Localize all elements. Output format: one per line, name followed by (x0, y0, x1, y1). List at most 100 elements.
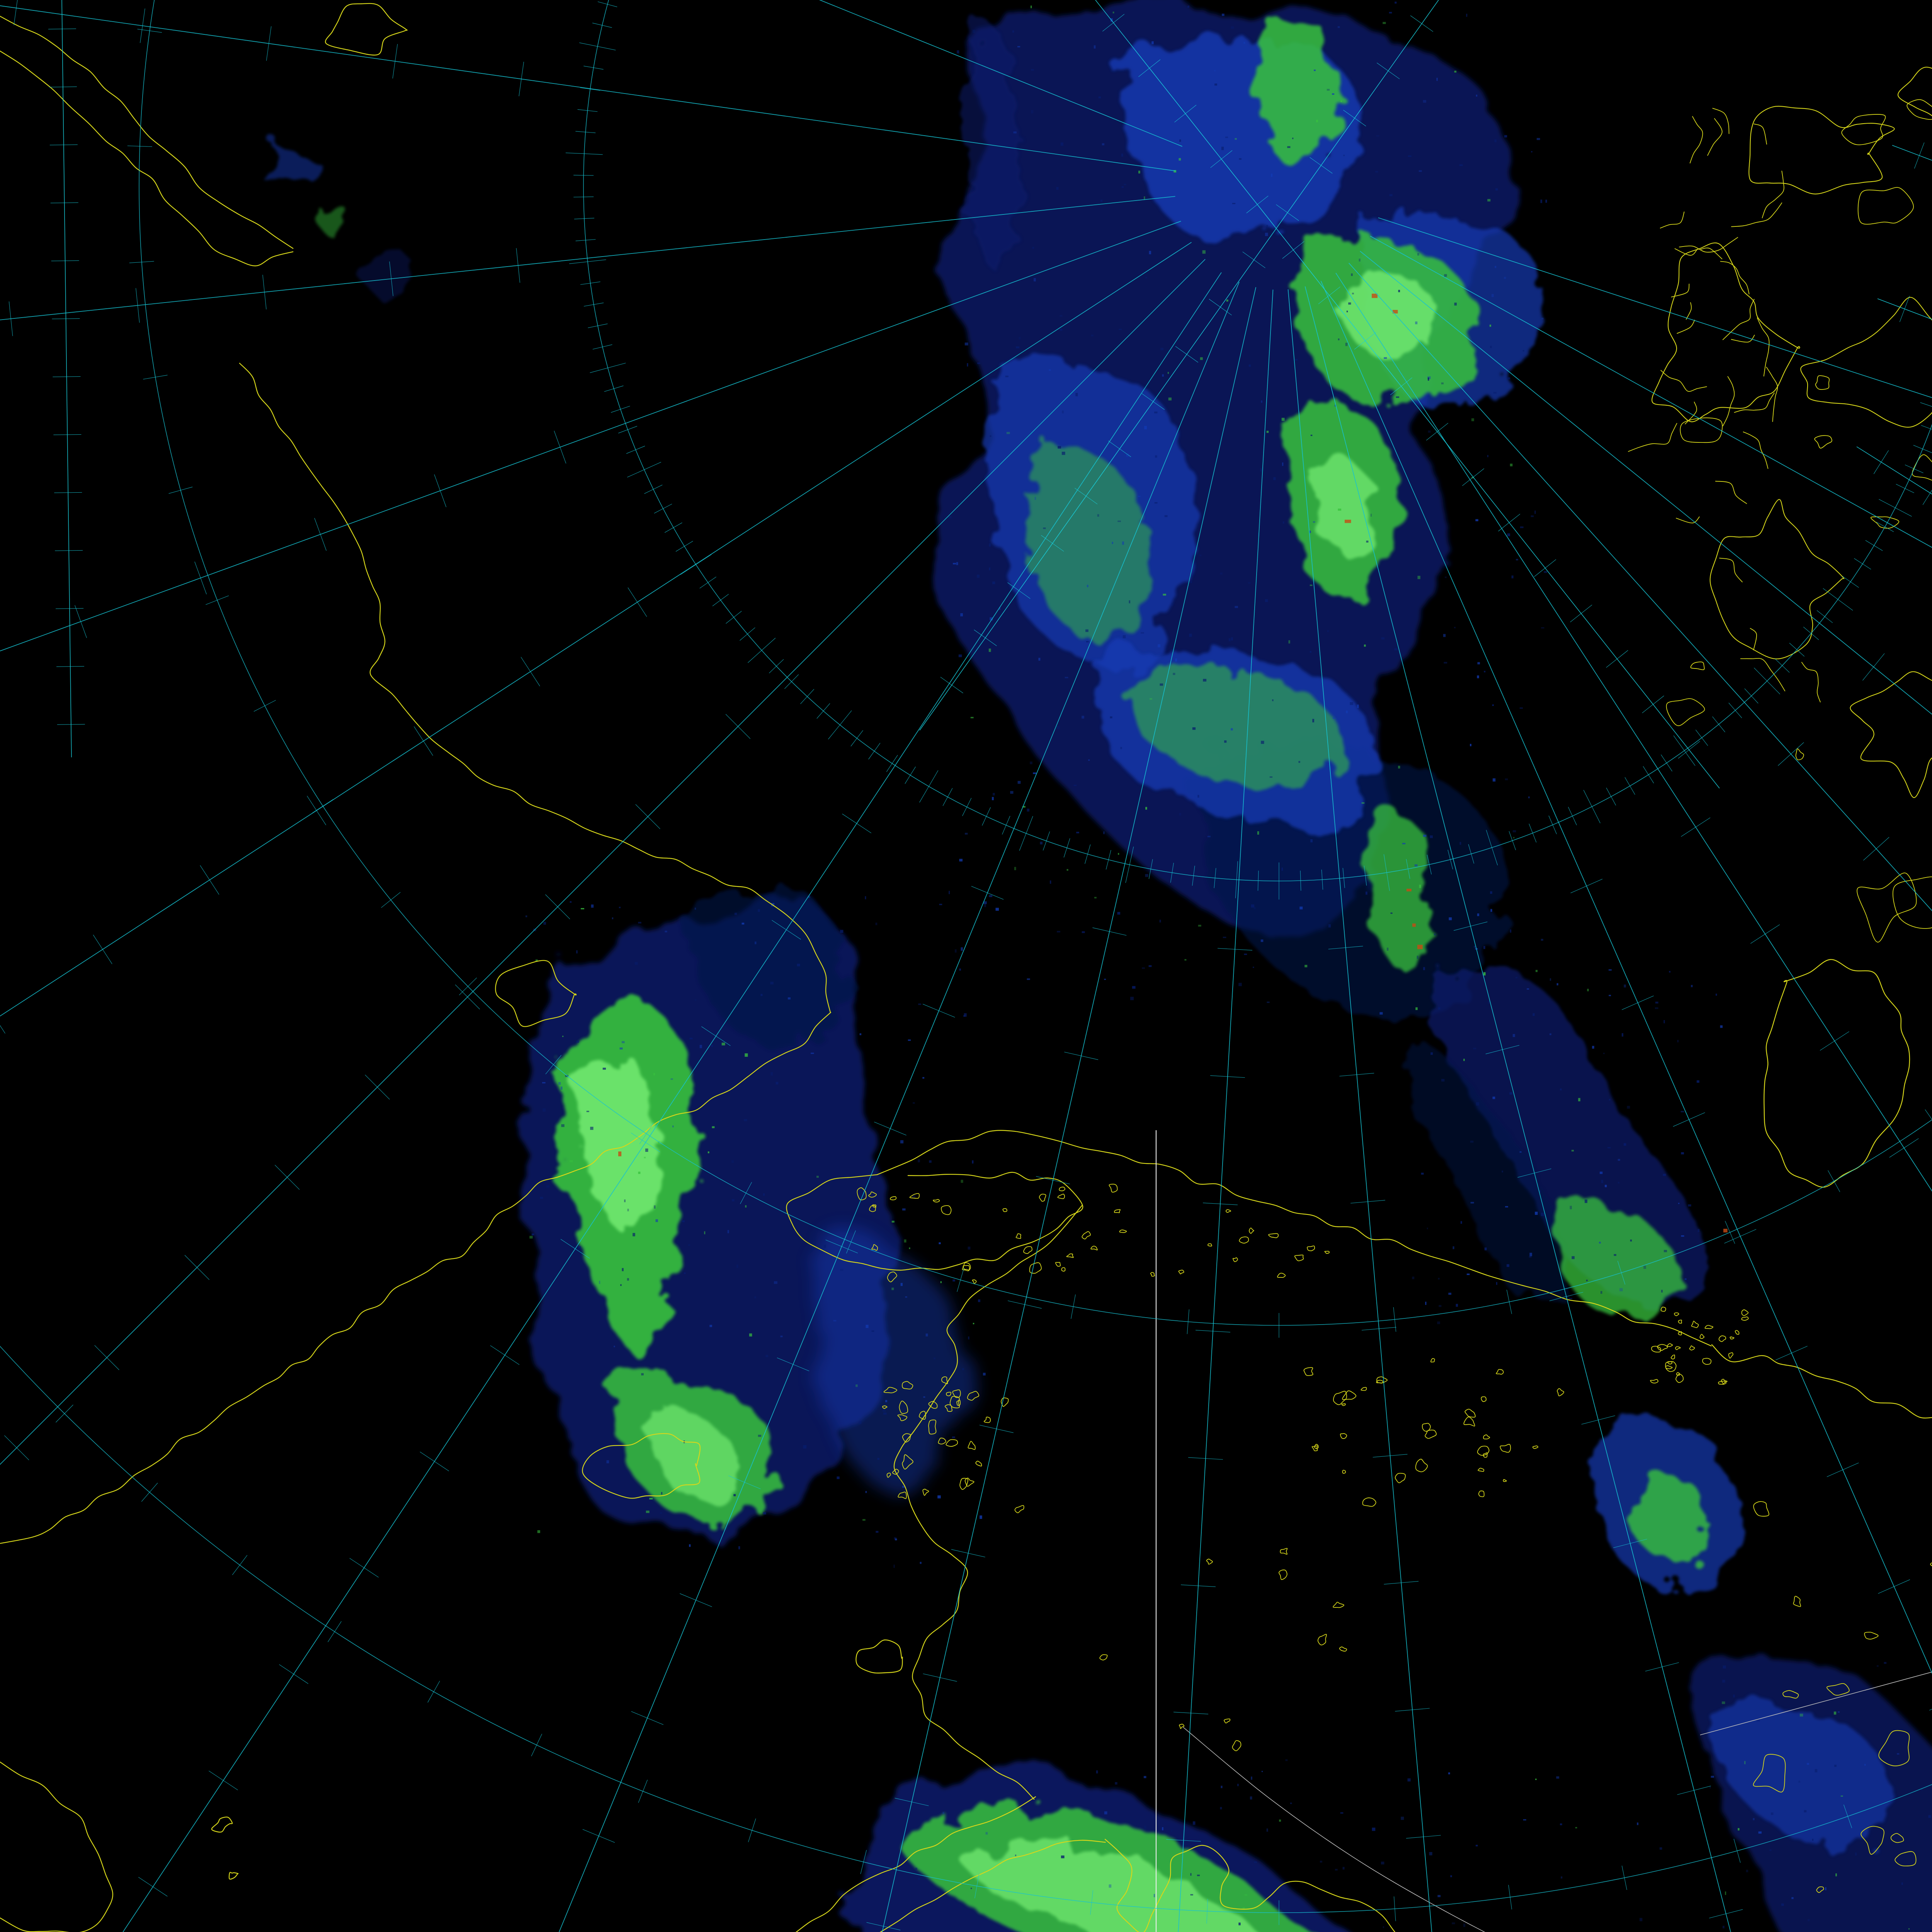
so2-hot-speck (1412, 923, 1416, 927)
so2-noise-speck (1568, 1298, 1572, 1299)
so2-noise-speck (1203, 679, 1207, 682)
arctic-island-outline (1912, 454, 1932, 481)
track-tick (1246, 196, 1269, 213)
parallel-tick (1206, 1899, 1208, 1924)
so2-noise-speck (1711, 1776, 1714, 1778)
so2-noise-speck (1600, 1291, 1602, 1294)
so2-noise-speck (999, 607, 1000, 610)
so2-noise-speck (1460, 1221, 1462, 1224)
meridian-tick (349, 1558, 379, 1578)
parallel-tick (1905, 464, 1923, 473)
coastline-path (495, 960, 577, 1027)
so2-noise-speck (973, 1323, 975, 1325)
fjord-stroke (1757, 317, 1770, 377)
arctic-island-outline (1690, 662, 1705, 670)
lake-outline (1665, 1361, 1677, 1372)
so2-noise-speck (1207, 835, 1211, 837)
so2-noise-speck (895, 1538, 897, 1541)
lake-outline (1099, 1654, 1108, 1660)
so2-noise-speck (1504, 135, 1507, 138)
so2-noise-speck (1791, 1897, 1794, 1899)
fjord-stroke (1762, 170, 1784, 218)
lake-outline (946, 1439, 958, 1447)
arctic-island-outline (1795, 748, 1804, 760)
so2-noise-speck (929, 1160, 932, 1163)
track-tick (51, 260, 79, 261)
coastline-path (0, 1012, 832, 1544)
parallel-tick (1394, 1896, 1396, 1921)
lake-outline (1109, 1184, 1118, 1193)
so2-noise-speck (1452, 1246, 1454, 1249)
so2-swath-blob (1025, 441, 1147, 639)
so2-swath-blob (653, 1405, 735, 1497)
parallel-tick (545, 1055, 562, 1075)
so2-noise-speck (1060, 328, 1063, 331)
so2-noise-speck (877, 1458, 879, 1460)
so2-noise-speck (1855, 1852, 1857, 1856)
so2-noise-speck (1118, 853, 1119, 855)
so2-noise-speck (1901, 1882, 1903, 1885)
so2-noise-speck (1022, 806, 1026, 808)
so2-noise-speck (780, 1335, 783, 1337)
so2-noise-speck (1102, 143, 1105, 146)
so2-noise-speck (1770, 1812, 1774, 1815)
lake-outline (1481, 1396, 1487, 1402)
lake-outline (1425, 1430, 1437, 1439)
so2-noise-speck (1394, 648, 1398, 651)
so2-noise-speck (1417, 253, 1419, 256)
lake-outline (1660, 1306, 1666, 1312)
so2-noise-speck (1381, 1861, 1384, 1865)
so2-noise-speck (1746, 1869, 1748, 1872)
so2-noise-speck (1346, 710, 1348, 713)
so2-noise-speck (1376, 135, 1379, 137)
so2-noise-speck (1476, 1845, 1478, 1847)
parallel-tick (680, 554, 712, 575)
meridian-tick (1549, 1292, 1583, 1301)
so2-noise-speck (1239, 158, 1242, 160)
so2-noise-speck (1214, 70, 1216, 71)
so2-swath-blob (1554, 1197, 1676, 1316)
so2-noise-speck (1320, 1861, 1322, 1863)
so2-swath-blob (316, 209, 352, 238)
meridian-tick (365, 1075, 390, 1100)
so2-noise-speck (561, 1124, 565, 1127)
arctic-island-outline (1680, 417, 1723, 443)
parallel-tick (168, 486, 193, 494)
so2-noise-speck (989, 543, 991, 547)
parallel-tick (574, 218, 595, 219)
so2-swath-blob (1340, 269, 1434, 357)
lake-outline (1753, 1501, 1769, 1517)
lake-outline (1478, 1468, 1485, 1472)
so2-noise-speck (1437, 1321, 1440, 1324)
lake-outline (1500, 1444, 1511, 1453)
meridian-line (1178, 289, 1274, 1932)
so2-noise-speck (1560, 1823, 1562, 1825)
so2-noise-speck (774, 1281, 777, 1284)
so2-noise-speck (840, 930, 844, 933)
fjord-stroke (1743, 431, 1769, 469)
so2-noise-speck (1248, 582, 1251, 584)
meridian-line (559, 282, 1240, 1932)
meridian-tick (1889, 1138, 1919, 1158)
so2-noise-speck (1758, 1831, 1762, 1834)
coastline-path (1711, 1344, 1932, 1418)
so2-noise-speck (1086, 641, 1089, 643)
meridian-tick (140, 9, 145, 43)
so2-noise-speck (1030, 761, 1032, 764)
so2-noise-speck (1310, 584, 1313, 586)
so2-noise-speck (1438, 1007, 1440, 1010)
so2-noise-speck (1520, 526, 1524, 528)
so2-noise-speck (1512, 1034, 1515, 1037)
lake-outline (1430, 1358, 1435, 1362)
coastline-path (0, 1761, 113, 1932)
so2-noise-speck (1452, 1922, 1455, 1925)
lake-outline (964, 1478, 975, 1487)
so2-noise-speck (1436, 78, 1438, 81)
so2-noise-speck (1104, 978, 1106, 980)
so2-noise-speck (660, 1512, 662, 1514)
fjord-stroke (1753, 123, 1767, 145)
so2-noise-speck (1429, 1852, 1432, 1855)
so2-noise-speck (866, 1325, 869, 1328)
so2-noise-speck (1681, 1235, 1684, 1237)
so2-noise-speck (909, 1247, 910, 1249)
